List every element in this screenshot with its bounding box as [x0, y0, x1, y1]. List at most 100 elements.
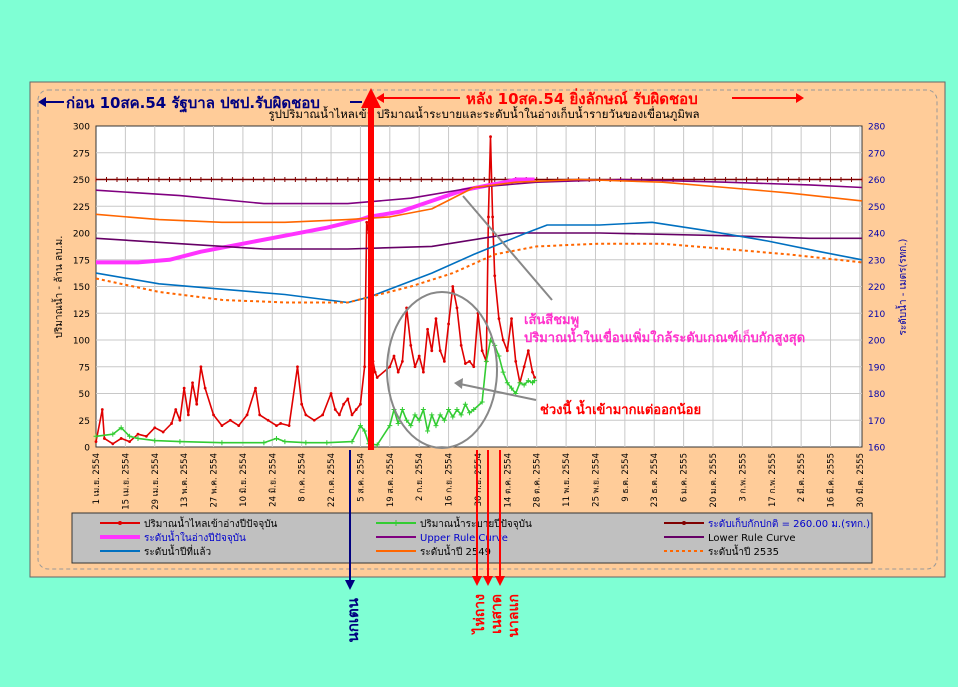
inflow-point	[442, 360, 446, 363]
inflow-point	[463, 362, 467, 365]
inflow-point	[275, 424, 278, 427]
inflow-point	[119, 437, 123, 440]
inflow-point	[491, 215, 495, 219]
outflow-point	[273, 435, 279, 441]
x-tick-label: 16 ก.ย. 2554	[445, 453, 455, 506]
legend-marker	[682, 521, 686, 525]
x-tick-label: 16 มี.ค. 2555	[826, 453, 837, 508]
nesat-head	[483, 576, 493, 586]
inflow-point	[94, 440, 98, 444]
outflow-point	[479, 399, 485, 405]
inflow-point	[182, 386, 186, 390]
inflow-point	[228, 418, 232, 422]
y-axis-left-ticks: 0 25 50 75 100 125 150 175 200 225 250 275 300	[73, 123, 90, 454]
inflow-point	[300, 402, 304, 406]
x-tick-label: 28 ต.ค. 2554	[533, 453, 543, 507]
inflow-point	[510, 317, 513, 320]
outflow-point	[152, 438, 158, 444]
x-tick-label: 22 ก.ค. 2554	[327, 453, 337, 507]
pink-text-2: ปริมาณน้ำในเขื่อนเพิ่มใกล้ระดับเกณฑ์เก็บ…	[524, 327, 805, 346]
x-tick-label: 1 เม.ย. 2554	[92, 453, 102, 504]
inflow-point	[296, 365, 299, 369]
inflow-point	[102, 437, 106, 440]
outflow-point	[504, 380, 510, 386]
outflow-point	[496, 353, 502, 359]
x-tick-label: 2 ก.ย. 2554	[415, 453, 425, 501]
outflow-point	[471, 407, 477, 413]
y-tick-label: 300	[73, 123, 90, 133]
outflow-point	[135, 435, 141, 441]
inflow-point	[413, 365, 417, 369]
outflow-point	[395, 420, 401, 426]
inflow-point	[417, 354, 421, 358]
x-tick-label: 29 เม.ย. 2554	[151, 453, 161, 510]
outflow-point	[420, 407, 426, 413]
inflow-point	[421, 370, 425, 374]
legend-marker	[118, 521, 122, 525]
annotation-in-out: ช่วงนี้ น้ำเข้ามากแต่ออกน้อย	[454, 378, 701, 418]
outflow-point	[454, 407, 460, 413]
legend: ปริมาณน้ำไหลเข้าอ่างปีปัจจุบัน ปริมาณน้ำร…	[100, 516, 870, 558]
y2-tick-label: 230	[868, 256, 885, 266]
outflow-point	[118, 425, 124, 431]
y-axis-right-ticks: 160 170 180 190 200 210 220 230 240 250 260 270 280	[868, 123, 885, 454]
pink-pointer	[462, 195, 553, 301]
outflow-point	[425, 428, 431, 434]
after-arrow-head-right	[796, 93, 804, 103]
inflow-point	[254, 386, 257, 390]
inflow-point	[153, 426, 157, 430]
inflow-point	[279, 422, 283, 425]
inflow-point	[321, 413, 325, 417]
legend-label-outflow: ปริมาณน้ำระบายปีปัจจุบัน	[420, 516, 532, 530]
x-tick-label: 11 พ.ย. 2554	[562, 453, 572, 507]
y-tick-label: 200	[73, 230, 90, 240]
y2-tick-label: 240	[868, 230, 885, 240]
inflow-point	[438, 349, 442, 353]
nokten-head	[345, 580, 355, 590]
outflow-point	[458, 412, 464, 418]
storm-arrow-nesat: เนสาด	[483, 450, 505, 634]
outflow-point	[177, 439, 183, 445]
inflow-point	[136, 432, 140, 436]
storm-arrow-haima: ไห่ถาง	[470, 450, 488, 635]
inflow-point	[468, 360, 471, 363]
inflow-point	[392, 354, 396, 358]
before-arrow-head	[38, 97, 46, 107]
inflow-point	[497, 317, 501, 320]
inflow-point	[514, 360, 518, 363]
inflow-point	[346, 397, 350, 401]
after-text: หลัง 10สค.54 ยิ่งลักษณ์ รับผิดชอบ	[466, 88, 698, 108]
nalgae-label: นาลแก	[506, 594, 522, 638]
inflow-point	[388, 365, 392, 369]
outflow-point	[412, 412, 418, 418]
inflow-point	[144, 434, 148, 438]
x-tick-label: 13 พ.ค. 2554	[180, 453, 190, 508]
inflow-point	[396, 370, 400, 374]
nesat-label: เนสาด	[489, 594, 505, 634]
series-line-year_2549	[95, 178, 863, 224]
outflow-point	[441, 417, 447, 423]
inflow-point	[373, 370, 377, 374]
in-out-ellipse	[386, 291, 498, 449]
x-tick-label: 24 มิ.ย. 2554	[268, 453, 278, 507]
x-tick-label: 27 พ.ค. 2554	[210, 453, 220, 508]
legend-box	[71, 512, 873, 564]
inflow-point	[363, 365, 367, 369]
x-tick-label: 9 ธ.ค. 2554	[621, 453, 631, 502]
inflow-point	[451, 285, 455, 288]
y2-tick-label: 220	[868, 283, 885, 293]
y2-tick-label: 200	[868, 337, 885, 347]
inflow-point	[220, 424, 224, 427]
x-tick-label: 30 มี.ค. 2555	[855, 453, 866, 508]
inflow-point	[354, 408, 358, 411]
outflow-point	[127, 433, 133, 439]
x-axis-ticks: 1 เม.ย. 2554 15 เม.ย. 2554 29 เม.ย. 2554 13…	[92, 453, 866, 510]
x-tick-label: 2 มี.ค. 2555	[796, 453, 807, 502]
inflow-point	[434, 317, 438, 320]
inflow-point	[100, 408, 104, 411]
y-tick-label: 225	[73, 203, 90, 213]
outflow-point	[483, 358, 489, 364]
outflow-point	[349, 439, 355, 445]
outflow-point	[517, 380, 523, 386]
annotation-after: หลัง 10สค.54 ยิ่งลักษณ์ รับผิดชอบ	[376, 88, 804, 108]
